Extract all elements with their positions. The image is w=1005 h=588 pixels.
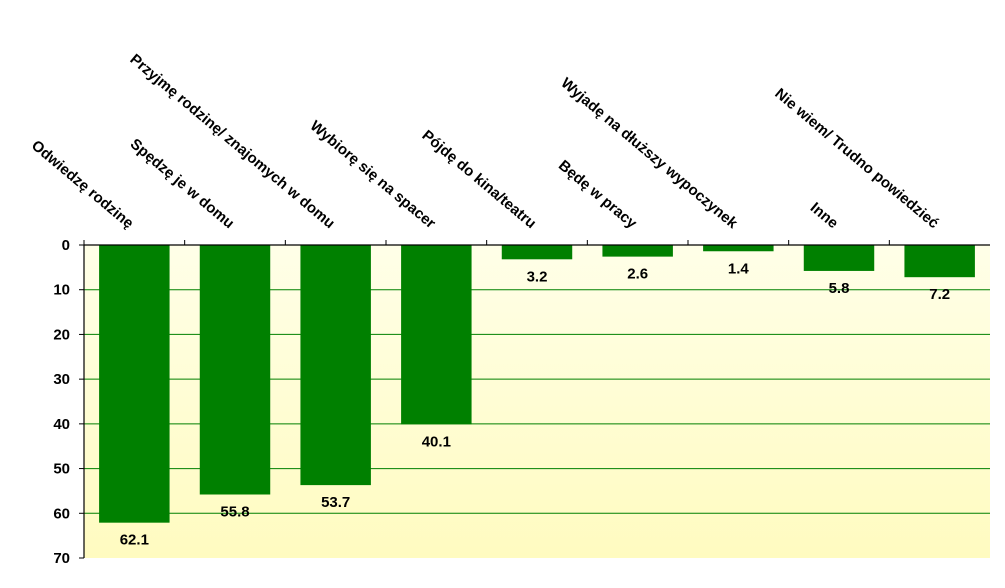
bar bbox=[501, 245, 573, 260]
category-label: Wyjadę na dłuższy wypoczynek bbox=[558, 75, 742, 233]
y-tick-label: 70 bbox=[53, 550, 70, 567]
y-tick-label: 20 bbox=[53, 326, 70, 343]
category-label: Przyjmę rodzinę/ znajomych w domu bbox=[127, 51, 338, 232]
data-label: 40.1 bbox=[422, 433, 451, 450]
data-label: 62.1 bbox=[120, 532, 149, 549]
bar bbox=[904, 245, 975, 278]
category-label: Nie wiem/ Trudno powiedzieć bbox=[771, 85, 942, 232]
bar bbox=[602, 245, 673, 257]
bars bbox=[99, 245, 975, 523]
data-label: 53.7 bbox=[321, 494, 350, 511]
data-label: 5.8 bbox=[829, 280, 850, 297]
bar bbox=[803, 245, 875, 271]
bar bbox=[300, 245, 371, 486]
data-label: 3.2 bbox=[527, 268, 548, 285]
y-tick-label: 10 bbox=[53, 282, 70, 299]
category-label: Inne bbox=[807, 199, 842, 232]
category-label: Odwiedzę rodzinę bbox=[28, 137, 137, 232]
bar bbox=[401, 245, 472, 425]
y-tick-label: 0 bbox=[62, 237, 70, 254]
data-label: 7.2 bbox=[929, 286, 950, 303]
bar bbox=[703, 245, 774, 252]
y-tick-label: 30 bbox=[53, 371, 70, 388]
data-label: 2.6 bbox=[627, 266, 648, 283]
category-label: Spędzę je w domu bbox=[127, 135, 238, 232]
data-label: 55.8 bbox=[220, 504, 249, 521]
y-tick-label: 40 bbox=[53, 416, 70, 433]
bar bbox=[199, 245, 271, 495]
y-tick-label: 50 bbox=[53, 461, 70, 478]
axes: 0 10 20 30 40 50 60 70 bbox=[53, 237, 990, 567]
bar bbox=[99, 245, 170, 523]
y-tick-label: 60 bbox=[53, 505, 70, 522]
data-label: 1.4 bbox=[728, 260, 750, 277]
category-label: Będę w pracy bbox=[555, 157, 641, 233]
data-labels: 62.1 55.8 53.7 40.1 3.2 2.6 1.4 5.8 7.2 bbox=[120, 260, 950, 548]
